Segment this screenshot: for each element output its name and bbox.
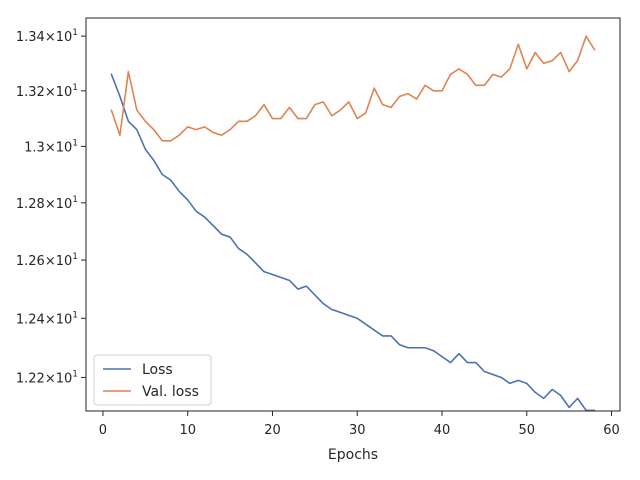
y-tick-mantissa: 1.24 [16,312,45,327]
y-tick-exponent: 1 [72,310,78,320]
y-tick-base: 10 [56,254,73,269]
y-tick-exponent: 1 [72,195,78,205]
series-line-0 [110,73,596,412]
y-tick-mantissa: 1.3 [24,140,45,155]
y-tick-label: 1.34×101 [16,28,78,45]
x-tick-label: 60 [603,423,620,438]
y-tick-mantissa: 1.28 [16,197,45,212]
y-tick-base: 10 [56,197,73,212]
y-tick-mantissa: 1.22 [16,371,45,386]
y-tick-label: 1.32×101 [16,83,78,100]
y-tick-times: × [45,30,56,45]
y-tick-mantissa: 1.26 [16,254,45,269]
y-tick-label: 1.24×101 [16,310,78,327]
y-tick-label: 1.28×101 [16,195,78,212]
y-tick-mantissa: 1.32 [16,85,45,100]
plot-area [110,35,596,412]
y-tick-base: 10 [56,371,73,386]
x-tick-label: 40 [434,423,451,438]
y-axis-ticks: 1.22×1011.24×1011.26×1011.28×1011.3×1011… [16,28,86,386]
y-tick-label: 1.26×101 [16,252,78,269]
y-tick-times: × [45,312,56,327]
y-tick-mantissa: 1.34 [16,30,45,45]
y-tick-base: 10 [56,140,73,155]
y-tick-base: 10 [56,30,73,45]
y-tick-base: 10 [56,85,73,100]
x-tick-label: 30 [349,423,366,438]
y-tick-times: × [45,197,56,212]
legend-box [93,354,212,406]
x-tick-label: 20 [264,423,281,438]
x-tick-label: 50 [518,423,535,438]
y-tick-exponent: 1 [72,252,78,262]
legend-label-0: Loss [142,362,173,378]
y-tick-times: × [45,140,56,155]
x-tick-label: 10 [179,423,196,438]
x-axis-ticks: 0 10 20 30 40 50 60 [99,411,620,438]
y-tick-times: × [45,85,56,100]
y-tick-exponent: 1 [72,83,78,93]
x-axis-label: Epochs [328,447,378,463]
y-tick-exponent: 1 [72,138,78,148]
x-tick-label: 0 [99,423,107,438]
y-tick-times: × [45,254,56,269]
y-tick-label: 1.22×101 [16,369,78,386]
legend-label-1: Val. loss [142,384,199,400]
series-line-1 [110,35,596,142]
y-tick-times: × [45,371,56,386]
y-tick-exponent: 1 [72,369,78,379]
legend: Loss Val. loss [93,354,212,406]
y-tick-label: 1.3×101 [24,138,78,155]
y-tick-exponent: 1 [72,28,78,38]
plot-frame [85,17,621,412]
y-tick-base: 10 [56,312,73,327]
